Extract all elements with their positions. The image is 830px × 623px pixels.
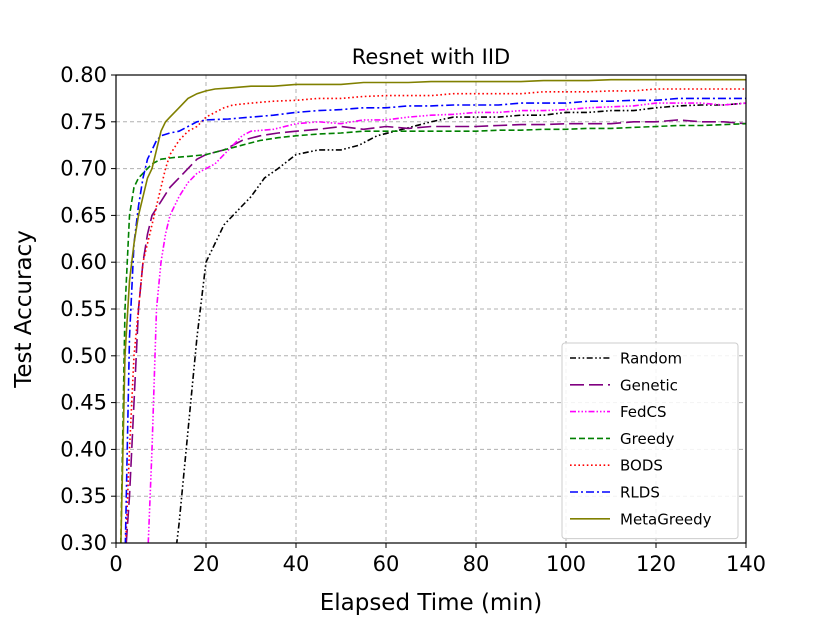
- series-line-metagreedy: [120, 78, 746, 543]
- series-line-fedcs: [147, 102, 746, 543]
- legend-label-bods: BODS: [620, 457, 663, 475]
- y-tick-label: 0.70: [60, 157, 107, 181]
- x-tick-label: 20: [193, 552, 220, 576]
- series-line-random: [175, 102, 746, 543]
- x-tick-label: 60: [373, 552, 400, 576]
- y-tick-label: 0.50: [60, 344, 107, 368]
- series-line-rlds: [124, 97, 746, 543]
- y-tick-label: 0.40: [60, 437, 107, 461]
- x-axis-ticks: 0 20 40 60 80 100 120 140: [109, 543, 766, 576]
- legend-label-fedcs: FedCS: [620, 403, 667, 421]
- y-axis-ticks: 0.30 0.35 0.40 0.45 0.50 0.55 0.60 0.65 0.70 0.75…: [60, 63, 116, 555]
- y-tick-label: 0.30: [60, 531, 107, 555]
- y-tick-label: 0.80: [60, 63, 107, 87]
- legend-label-metagreedy: MetaGreedy: [620, 510, 712, 528]
- y-tick-label: 0.75: [60, 110, 107, 134]
- grid-lines: [116, 75, 746, 543]
- series-line-bods: [124, 88, 746, 543]
- x-tick-label: 0: [109, 552, 122, 576]
- legend-label-genetic: Genetic: [620, 376, 678, 394]
- y-tick-label: 0.45: [60, 391, 107, 415]
- y-tick-label: 0.35: [60, 484, 107, 508]
- legend-label-random: Random: [620, 350, 682, 368]
- series-line-greedy: [120, 122, 746, 543]
- y-tick-label: 0.55: [60, 297, 107, 321]
- y-tick-label: 0.65: [60, 203, 107, 227]
- x-tick-label: 40: [283, 552, 310, 576]
- x-tick-label: 140: [726, 552, 766, 576]
- chart-title: Resnet with IID: [352, 45, 510, 69]
- legend-label-greedy: Greedy: [620, 430, 674, 448]
- y-axis-label: Test Accuracy: [11, 230, 37, 389]
- legend-label-rlds: RLDS: [620, 484, 660, 502]
- legend: Random Genetic FedCS Greedy BODS RLDS MetaGree…: [561, 342, 739, 540]
- x-tick-label: 100: [546, 552, 586, 576]
- x-tick-label: 80: [463, 552, 490, 576]
- series-layer: [120, 78, 746, 543]
- x-axis-label: Elapsed Time (min): [320, 590, 543, 616]
- y-tick-label: 0.60: [60, 250, 107, 274]
- series-line-genetic: [125, 119, 746, 543]
- legend-box: [561, 342, 739, 540]
- x-tick-label: 120: [636, 552, 676, 576]
